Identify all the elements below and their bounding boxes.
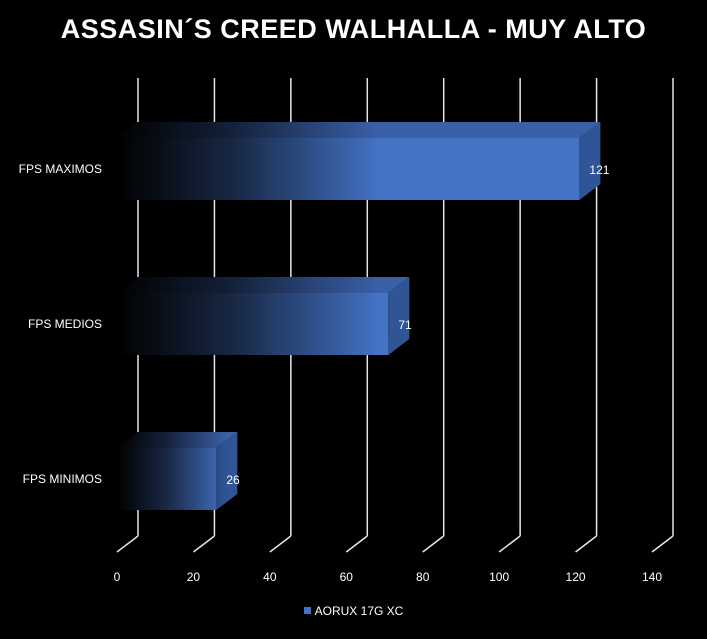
x-tick-label: 0: [114, 570, 121, 584]
x-tick-label: 20: [187, 570, 201, 584]
bar-chart: 0 20 40 60 80 100 120 140 FPS MAXIMOS 121 FPS MEDI…: [19, 78, 674, 584]
gridline-floor: [269, 535, 292, 553]
category-label: FPS MINIMOS: [23, 472, 102, 486]
labels: 0 20 40 60 80 100 120 140 FPS MAXIMOS 121 FPS MEDI…: [19, 162, 663, 584]
legend-label: AORUX 17G XC: [314, 604, 404, 618]
gridline-floor: [575, 535, 598, 553]
legend: AORUX 17G XC: [0, 604, 707, 618]
x-tick-label: 120: [566, 570, 586, 584]
x-tick-label: 140: [642, 570, 662, 584]
data-label: 26: [226, 473, 240, 487]
data-label: 71: [398, 318, 412, 332]
bar-fade: [117, 122, 378, 200]
bar-side-face: [388, 277, 410, 355]
data-label: 121: [589, 163, 609, 177]
category-label: FPS MAXIMOS: [19, 162, 102, 176]
gridline-floor: [345, 535, 368, 553]
gridline-floor: [116, 535, 139, 553]
gridline-floor: [192, 535, 215, 553]
gridline-floor: [422, 535, 445, 553]
bar-fade: [117, 432, 228, 510]
bar-side-face: [579, 122, 601, 200]
category-label: FPS MEDIOS: [28, 317, 102, 331]
x-tick-label: 40: [263, 570, 277, 584]
bars: [117, 122, 601, 510]
gridline-floor: [498, 535, 521, 553]
chart-title: ASSASIN´S CREED WALHALLA - MUY ALTO: [60, 14, 647, 44]
gridline-floor: [651, 535, 674, 553]
x-tick-label: 100: [489, 570, 509, 584]
legend-swatch: [303, 607, 311, 615]
x-tick-label: 60: [340, 570, 354, 584]
x-tick-label: 80: [416, 570, 430, 584]
bar-fade: [117, 277, 378, 355]
